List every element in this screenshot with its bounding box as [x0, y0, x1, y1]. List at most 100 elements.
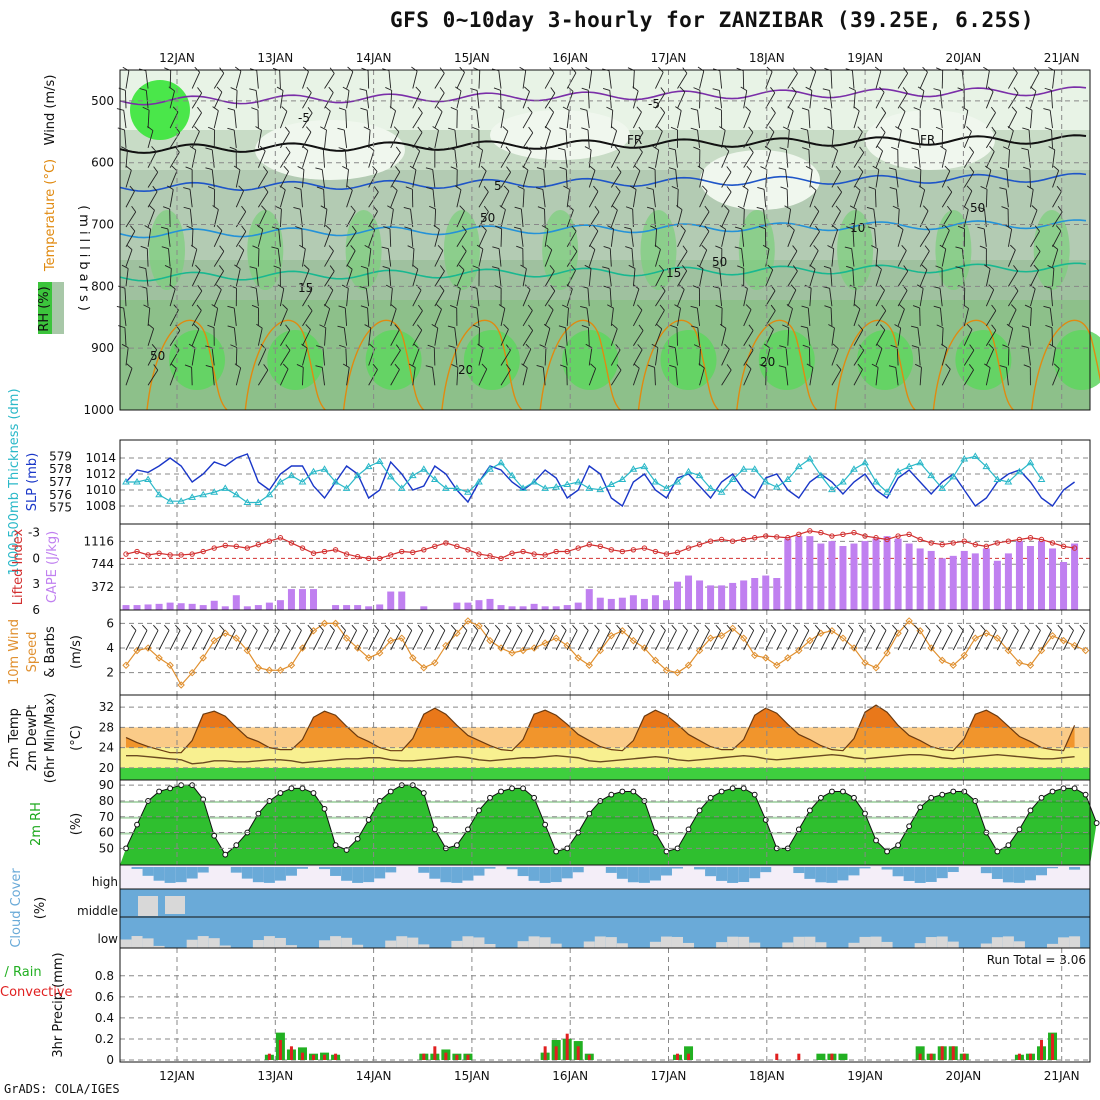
wind-barb-10m [346, 624, 357, 651]
wind-barb [782, 126, 790, 148]
wind-barb-10m [500, 624, 512, 651]
wind-barb-10m [202, 624, 214, 651]
wind-barb [941, 363, 951, 386]
wind-barb [961, 106, 969, 129]
high-cloud-bar [1013, 867, 1025, 883]
wind-marker [342, 634, 351, 642]
wind-barb [1006, 323, 1014, 346]
low-cloud-bar [980, 943, 992, 948]
thickness-marker [188, 493, 197, 500]
li-marker [608, 547, 615, 553]
wind-barb [338, 107, 348, 129]
wind-barb [257, 166, 269, 188]
thickness-marker [960, 454, 969, 462]
wind-barb [302, 86, 312, 109]
thickness-marker [144, 475, 152, 482]
wind-barb [911, 147, 921, 168]
wind-barb-10m [1007, 624, 1019, 651]
slp-panel [119, 439, 1091, 525]
contour-20 [1031, 319, 1100, 411]
thickness-marker [430, 475, 439, 482]
wind-barb [671, 186, 679, 208]
cape-bar [188, 603, 196, 610]
wind-tick-label: 4 [106, 641, 114, 655]
wind-barb [985, 343, 995, 366]
wind-barb [456, 245, 467, 267]
wind-barb [633, 126, 644, 149]
wind-barb [183, 206, 193, 228]
wind-barb-10m [842, 624, 854, 651]
convective-bar [775, 1053, 779, 1060]
thickness-marker [541, 484, 550, 491]
wind-barb [566, 264, 576, 287]
wind-barb [846, 265, 855, 287]
rh-marker [509, 785, 515, 792]
wind-barb-10m [787, 624, 799, 651]
low-cloud-bar [925, 937, 937, 948]
wind-barb [846, 226, 855, 247]
wind-barb [918, 185, 926, 208]
wind-barb [563, 185, 570, 208]
thickness-marker [850, 465, 858, 472]
rh-marker [420, 790, 427, 796]
wind-marker [265, 666, 274, 674]
li-marker [156, 550, 162, 556]
wind-barb [451, 364, 459, 386]
thickness-marker [320, 465, 329, 472]
li-marker [277, 535, 284, 541]
rh-marker [718, 788, 725, 795]
rh-marker [332, 842, 339, 849]
wind-marker [431, 659, 439, 667]
rh-tick-label: 50 [99, 841, 114, 855]
wind-barb-10m [1041, 624, 1052, 651]
low-cloud-bar [197, 936, 209, 948]
wind-barb [1044, 87, 1053, 109]
wind-barb [390, 146, 401, 168]
li-marker [266, 538, 273, 544]
wind-barb-10m [136, 624, 148, 651]
low-cloud-bar [616, 943, 628, 948]
wind-barb-10m [566, 624, 578, 651]
wind10-panel [119, 609, 1091, 696]
cape-tick-label: 372 [91, 580, 114, 594]
wind-marker [784, 654, 792, 662]
cape-bar [464, 602, 472, 610]
wind-barb [227, 127, 237, 148]
high-cloud-bar [164, 867, 176, 883]
wind-barb [809, 66, 817, 89]
cape-bar [707, 585, 715, 610]
wind-barb [478, 225, 487, 247]
wind-barb [207, 324, 215, 346]
low-cloud-bar [1058, 937, 1070, 948]
low-cloud-bar [330, 936, 342, 948]
high-cloud-bar [1069, 867, 1081, 870]
y-tick-label: 1000 [83, 403, 114, 417]
rh-band [120, 260, 1090, 300]
wind-marker [420, 664, 428, 672]
cape-bar [1004, 553, 1012, 610]
wind-marker [673, 668, 682, 677]
cape-bar [387, 591, 395, 610]
cape-bar [629, 595, 637, 610]
wind-barb [434, 304, 442, 327]
rh-marker [906, 823, 913, 830]
low-cloud-bar [274, 937, 286, 948]
thickness-marker [375, 457, 384, 465]
wind-barb [566, 245, 578, 267]
wind-marker [442, 641, 450, 650]
wind-barb [147, 364, 159, 386]
li-marker [123, 551, 129, 557]
wind-barb [125, 363, 133, 386]
wind-marker [508, 649, 516, 657]
wind-barb [889, 186, 899, 208]
li-marker [718, 536, 725, 543]
wind-barb [765, 264, 774, 287]
wind-barb [1052, 205, 1063, 228]
rh-marker [1016, 826, 1023, 833]
rain-bar [816, 1053, 826, 1060]
high-cloud-bar [749, 867, 761, 879]
upper-air-panel [119, 69, 1091, 411]
high-cloud-bar [517, 867, 529, 877]
wind-barb [853, 126, 863, 149]
wind-barb-10m [235, 624, 247, 651]
